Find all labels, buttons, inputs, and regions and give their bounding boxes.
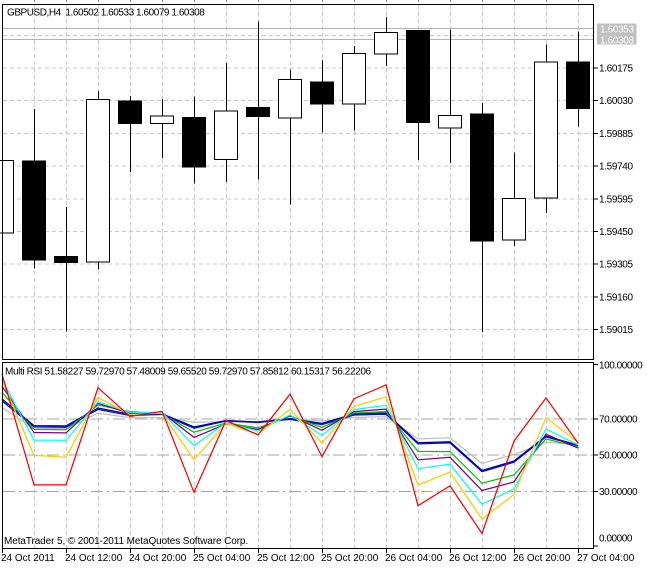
svg-text:70.00000: 70.00000	[599, 414, 638, 425]
svg-text:1.59595: 1.59595	[599, 194, 633, 205]
svg-text:25 Oct 20:00: 25 Oct 20:00	[321, 553, 379, 564]
svg-text:25 Oct 12:00: 25 Oct 12:00	[257, 553, 315, 564]
svg-text:24 Oct 12:00: 24 Oct 12:00	[65, 553, 123, 564]
svg-text:1.59885: 1.59885	[599, 129, 633, 140]
svg-text:26 Oct 12:00: 26 Oct 12:00	[449, 553, 507, 564]
svg-text:24 Oct 20:00: 24 Oct 20:00	[129, 553, 187, 564]
svg-text:50.00000: 50.00000	[599, 451, 638, 462]
svg-text:100.00000: 100.00000	[599, 361, 643, 372]
svg-text:1.59160: 1.59160	[599, 292, 633, 303]
svg-text:26 Oct 04:00: 26 Oct 04:00	[385, 553, 443, 564]
svg-text:1.60353: 1.60353	[600, 25, 634, 36]
svg-text:0.00000: 0.00000	[599, 534, 633, 545]
svg-text:1.60308: 1.60308	[600, 36, 634, 47]
svg-text:1.59450: 1.59450	[599, 227, 633, 238]
svg-text:1.59015: 1.59015	[599, 325, 633, 336]
svg-text:1.60175: 1.60175	[599, 64, 633, 75]
svg-text:1.59305: 1.59305	[599, 260, 633, 271]
svg-text:24 Oct 2011: 24 Oct 2011	[1, 553, 55, 564]
svg-text:GBPUSD,H4 1.60502 1.60533 1.6: GBPUSD,H4 1.60502 1.60533 1.60079 1.6030…	[7, 8, 205, 19]
svg-text:27 Oct 04:00: 27 Oct 04:00	[577, 553, 635, 564]
svg-text:MetaTrader 5, © 2001-2011 Meta: MetaTrader 5, © 2001-2011 MetaQuotes Sof…	[4, 536, 248, 547]
svg-text:Multi RSI 51.58227 59.72970 57: Multi RSI 51.58227 59.72970 57.48009 59.…	[5, 367, 371, 378]
svg-text:1.59740: 1.59740	[599, 162, 633, 173]
svg-text:26 Oct 20:00: 26 Oct 20:00	[513, 553, 571, 564]
svg-text:1.60030: 1.60030	[599, 96, 633, 107]
svg-text:25 Oct 04:00: 25 Oct 04:00	[193, 553, 251, 564]
svg-text:30.00000: 30.00000	[599, 487, 638, 498]
